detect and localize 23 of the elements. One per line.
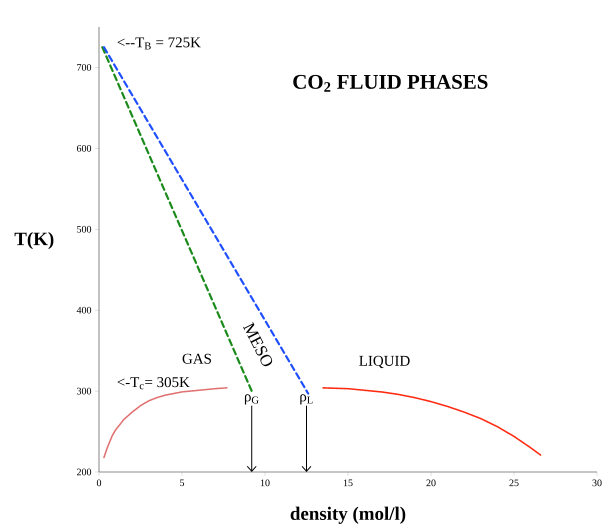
x-tick-label: 5 xyxy=(180,479,184,486)
annotation: <--T$_{B}$ = 725K xyxy=(118,37,201,50)
x-tick-label: 10 xyxy=(260,480,270,486)
y-tick-label: 700 xyxy=(77,64,92,71)
y-tick-label: 400 xyxy=(76,306,92,314)
y-tick-label: 600 xyxy=(76,145,92,152)
text: CO$_{2}$ FLUID PHASES xyxy=(293,74,488,92)
annotation: GAS xyxy=(182,354,211,364)
annotation: LIQUID xyxy=(359,356,410,368)
y-axis-title: T(K) xyxy=(14,232,54,250)
x-tick-label: 30 xyxy=(592,480,602,486)
x-axis-title: density (mol/l) xyxy=(290,506,406,524)
x-tick-label: 20 xyxy=(426,480,436,486)
x-tick-label: 0 xyxy=(96,480,102,486)
annotation: ρ$_{L}$ xyxy=(300,394,313,404)
line-series xyxy=(322,387,542,456)
annotation: <-T$_{c}$= 305K xyxy=(118,377,190,390)
y-tick-label: 200 xyxy=(76,468,92,476)
annotation: ρ$_{G}$ xyxy=(244,394,259,404)
y-tick-label: 300 xyxy=(77,388,92,394)
x-tick-label: 25 xyxy=(509,480,519,486)
x-tick-label: 15 xyxy=(344,480,353,486)
y-tick-label: 500 xyxy=(77,226,92,233)
